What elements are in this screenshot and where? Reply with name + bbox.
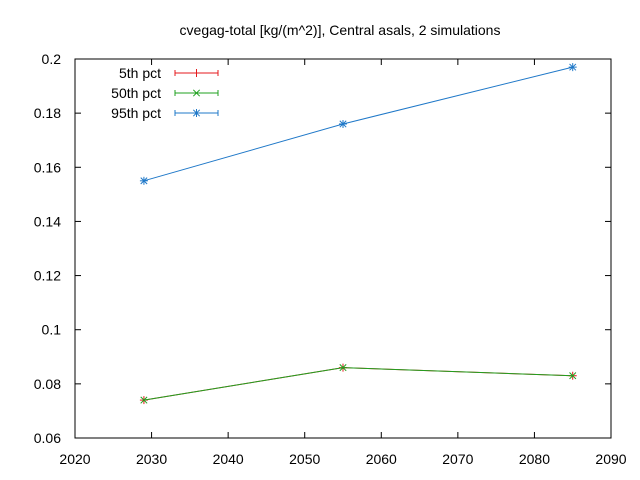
- series-line-1: [143, 367, 573, 401]
- series-lines: [139, 63, 577, 405]
- x-tick-label: 2080: [519, 451, 550, 467]
- y-tick-label: 0.08: [34, 376, 61, 392]
- y-tick-label: 0.2: [42, 51, 62, 67]
- y-tick-label: 0.1: [42, 322, 62, 338]
- x-tick-label: 2070: [442, 451, 473, 467]
- y-tick-label: 0.12: [34, 268, 61, 284]
- plot-frame: [74, 58, 612, 439]
- chart-title: cvegag-total [kg/(m^2)], Central asals, …: [180, 22, 501, 38]
- legend: 5th pct 50th pct 95th pct: [111, 65, 219, 121]
- x-tick-label: 2050: [289, 451, 320, 467]
- x-tick-label: 2030: [136, 451, 167, 467]
- y-tick-label: 0.16: [34, 159, 61, 175]
- data-point: [192, 109, 201, 117]
- data-point: [192, 89, 201, 97]
- y-tick-label: 0.06: [34, 430, 61, 446]
- y-tick-label: 0.18: [34, 105, 61, 121]
- data-point: [568, 63, 577, 72]
- legend-label: 5th pct: [119, 65, 161, 81]
- x-tick-label: 2090: [595, 451, 626, 467]
- data-point: [339, 364, 347, 372]
- x-tick-label: 2020: [59, 451, 90, 467]
- legend-label: 95th pct: [111, 105, 161, 121]
- data-point: [339, 119, 347, 128]
- legend-label: 50th pct: [111, 85, 161, 101]
- axes: 2020 2030 2040 2050 2060 2070 2080 2090 0.06 0.08…: [34, 51, 627, 467]
- data-point: [192, 69, 201, 77]
- data-point: [139, 176, 148, 185]
- series-line-3: [143, 66, 573, 182]
- y-tick-label: 0.14: [34, 213, 61, 229]
- x-tick-label: 2060: [366, 451, 397, 467]
- x-tick-label: 2040: [213, 451, 244, 467]
- series-line-2: [143, 367, 573, 401]
- data-point: [140, 396, 148, 404]
- data-point: [569, 372, 577, 380]
